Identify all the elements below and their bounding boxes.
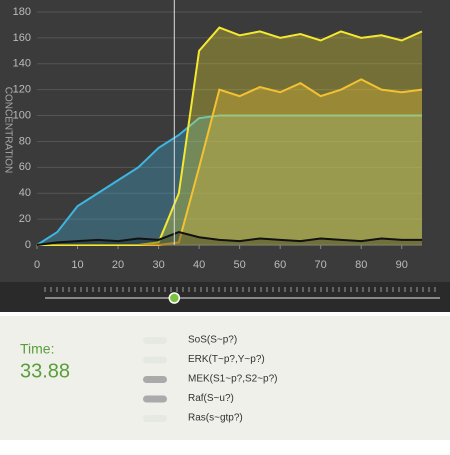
area-fill (37, 79, 422, 245)
legend-label[interactable]: SoS(S~p?) (188, 335, 237, 346)
x-tick-label: 80 (355, 259, 367, 271)
time-label: Time: (20, 341, 54, 357)
x-tick-label: 40 (193, 259, 205, 271)
series-line (36, 231, 422, 246)
legend-label[interactable]: MEK(S1~p?,S2~p?) (188, 374, 278, 385)
y-tick-label: 120 (13, 84, 31, 96)
x-tick-label: 60 (274, 259, 286, 271)
x-tick-label: 10 (71, 259, 83, 271)
area-fill (37, 232, 422, 245)
area-fill (37, 27, 422, 246)
x-tick-label: 20 (112, 259, 124, 271)
y-tick-label: 20 (19, 213, 31, 225)
y-axis-label: CONCENTRATION (2, 87, 13, 173)
series-line (37, 26, 423, 246)
legend-label[interactable]: ERK(T~p?,Y~p?) (188, 354, 265, 365)
legend-swatch (143, 395, 167, 403)
y-tick-label: 40 (19, 187, 31, 199)
area-fill (37, 115, 422, 245)
x-tick-label: 0 (34, 259, 40, 271)
y-tick-label: 80 (19, 135, 31, 147)
time-value: 33.88 (20, 360, 70, 382)
info-panel (0, 316, 450, 440)
legend-swatch (143, 376, 167, 383)
slider-handle[interactable] (168, 292, 181, 304)
x-tick-label: 70 (315, 259, 327, 271)
legend-swatch (143, 415, 167, 422)
legend-label[interactable]: Ras(s~gtp?) (188, 413, 243, 424)
y-tick-label: 140 (13, 58, 31, 70)
y-tick-label: 0 (25, 239, 31, 251)
legend: SoS(S~p?) ERK(T~p?,Y~p?) MEK(S1~p?,S2~p?) R… (143, 335, 278, 424)
y-tick-label: 100 (13, 109, 31, 121)
series-line (36, 114, 422, 246)
legend-swatch (143, 356, 167, 364)
y-tick-label: 180 (13, 6, 31, 18)
x-tick-label: 30 (152, 259, 164, 271)
legend-label[interactable]: Raf(S~u?) (188, 393, 234, 404)
chart-panel (0, 0, 450, 285)
legend-swatch (143, 337, 167, 344)
x-tick-label: 90 (396, 259, 408, 271)
y-tick-label: 160 (13, 32, 31, 44)
y-tick-label: 60 (19, 161, 31, 173)
x-tick-label: 50 (234, 259, 246, 271)
